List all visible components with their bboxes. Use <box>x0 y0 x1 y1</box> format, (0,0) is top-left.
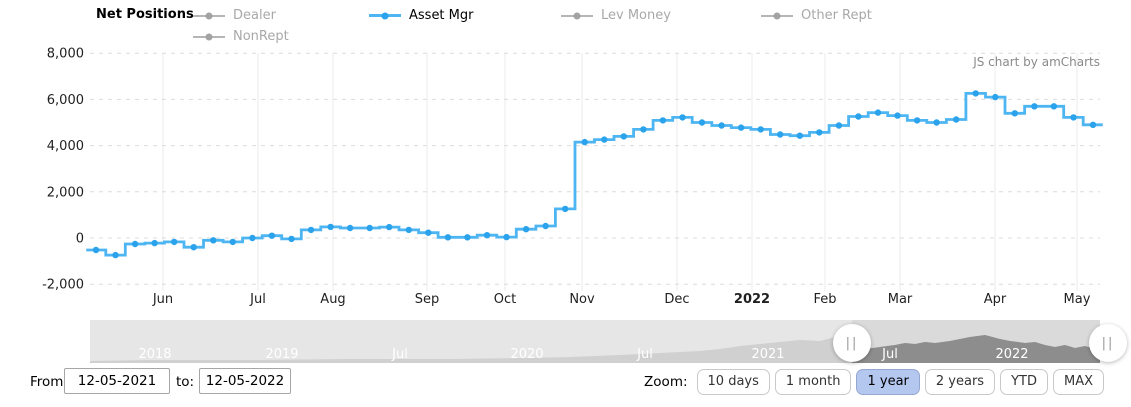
legend-marker-icon <box>193 33 225 40</box>
svg-text:Jul: Jul <box>249 292 266 307</box>
svg-text:2018: 2018 <box>138 347 171 362</box>
navigator-right-handle[interactable]: || <box>1089 324 1127 362</box>
drag-grip-icon: || <box>1101 335 1115 351</box>
svg-text:8,000: 8,000 <box>47 47 84 62</box>
to-label: to: <box>176 374 195 390</box>
svg-text:May: May <box>1064 292 1091 307</box>
x-axis-labels: Jun Jul Aug Sep Oct Nov Dec 2022 Feb Mar Apr May <box>152 292 1091 307</box>
svg-text:Feb: Feb <box>813 292 836 307</box>
legend-item-lev-money[interactable]: Lev Money <box>561 8 671 23</box>
svg-text:0: 0 <box>76 232 84 247</box>
svg-text:Oct: Oct <box>494 292 516 307</box>
from-date-input[interactable] <box>64 368 170 394</box>
zoom-button-ytd[interactable]: YTD <box>1000 368 1048 395</box>
legend-item-other-rept[interactable]: Other Rept <box>761 8 872 23</box>
navigator-left-handle[interactable]: || <box>833 324 871 362</box>
svg-text:6,000: 6,000 <box>47 93 84 108</box>
navigator-area-chart-selected <box>852 335 1100 363</box>
drag-grip-icon: || <box>845 335 859 351</box>
legend-item-label: NonRept <box>233 29 289 44</box>
asset-mgr-data-points[interactable] <box>92 90 1097 259</box>
svg-text:Jul: Jul <box>636 347 653 362</box>
legend-item-label: Dealer <box>233 8 276 23</box>
svg-text:Jul: Jul <box>881 347 898 362</box>
svg-text:Aug: Aug <box>320 292 345 307</box>
svg-text:4,000: 4,000 <box>47 139 84 154</box>
to-date-input[interactable] <box>199 368 291 394</box>
legend-item-label: Lev Money <box>601 8 671 23</box>
navigator-scrollbar[interactable]: 2018 2019 Jul 2020 Jul 2021 Jul 2022 || || <box>90 320 1127 363</box>
svg-text:2,000: 2,000 <box>47 185 84 200</box>
zoom-buttons: 10 days 1 month 1 year 2 years YTD MAX <box>696 368 1104 395</box>
navigator-period-labels: 2018 2019 Jul 2020 Jul 2021 Jul 2022 <box>138 347 1028 362</box>
horizontal-gridlines <box>90 52 1100 285</box>
legend-item-label: Other Rept <box>801 8 872 23</box>
legend-marker-icon <box>561 12 593 19</box>
chart-title: Net Positions <box>96 7 194 22</box>
svg-text:-2,000: -2,000 <box>42 278 84 293</box>
svg-text:Jun: Jun <box>152 292 173 307</box>
svg-text:2022: 2022 <box>995 347 1028 362</box>
zoom-button-2-years[interactable]: 2 years <box>924 368 996 395</box>
legend-marker-icon <box>193 12 225 19</box>
y-axis-labels: 8,000 6,000 4,000 2,000 0 -2,000 <box>42 47 84 293</box>
svg-text:2019: 2019 <box>265 347 298 362</box>
zoom-button-1-year[interactable]: 1 year <box>856 368 920 395</box>
legend-marker-icon <box>369 12 401 19</box>
svg-text:Nov: Nov <box>569 292 595 307</box>
legend-item-label: Asset Mgr <box>409 8 474 23</box>
zoom-button-1-month[interactable]: 1 month <box>774 368 852 395</box>
svg-text:Dec: Dec <box>664 292 689 307</box>
svg-text:2020: 2020 <box>510 347 543 362</box>
svg-text:Mar: Mar <box>888 292 913 307</box>
amcharts-branding-link[interactable]: JS chart by amCharts <box>973 55 1100 69</box>
zoom-button-max[interactable]: MAX <box>1052 368 1104 395</box>
zoom-button-10-days[interactable]: 10 days <box>696 368 770 395</box>
chart-plot-area[interactable]: Jun Jul Aug Sep Oct Nov Dec 2022 Feb Mar Apr May 8,0… <box>0 0 1131 315</box>
legend-item-dealer[interactable]: Dealer <box>193 8 276 23</box>
zoom-controls: Zoom: 10 days 1 month 1 year 2 years YTD MAX <box>644 368 1104 395</box>
zoom-label: Zoom: <box>644 373 688 390</box>
asset-mgr-step-line <box>86 92 1103 257</box>
svg-text:2022: 2022 <box>734 292 770 307</box>
vertical-gridlines <box>162 53 1078 291</box>
legend-item-asset-mgr[interactable]: Asset Mgr <box>369 8 473 23</box>
svg-text:Jul: Jul <box>391 347 408 362</box>
legend-marker-icon <box>761 12 793 19</box>
legend-item-nonrept[interactable]: NonRept <box>193 29 289 44</box>
svg-text:Apr: Apr <box>984 292 1007 307</box>
from-label: From: <box>30 374 68 390</box>
svg-text:Sep: Sep <box>415 292 440 307</box>
svg-text:2021: 2021 <box>751 347 784 362</box>
